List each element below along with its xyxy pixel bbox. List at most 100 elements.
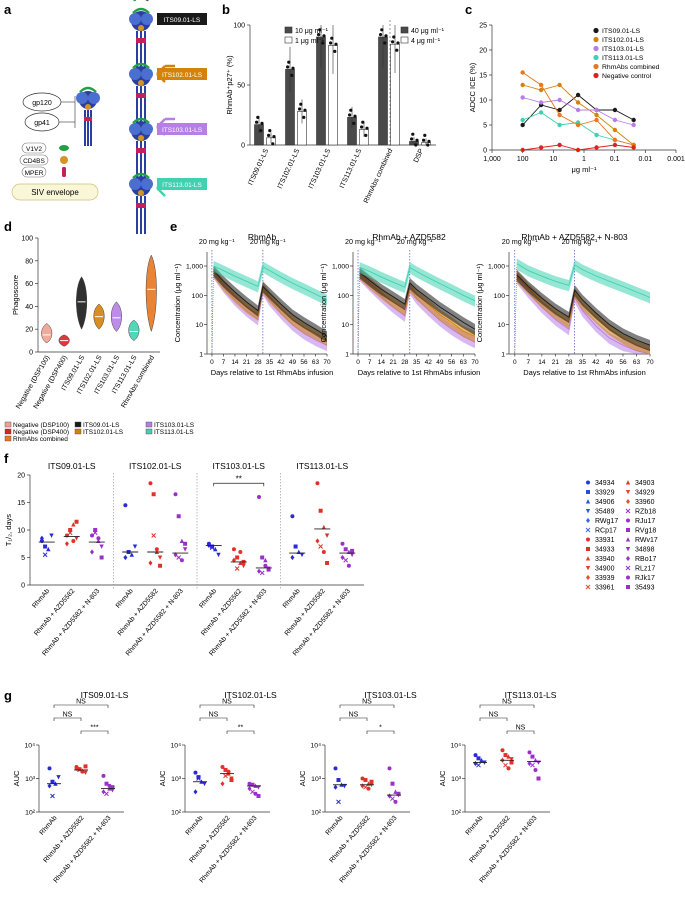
f-legend-marker-a-11-b [585, 584, 591, 590]
g-sig-label-3-0: NS [502, 699, 512, 706]
e-x-tick-label: 63 [460, 359, 468, 366]
f-legend-marker-a-10 [586, 574, 590, 581]
f-legend-id-b-3: RZb18 [635, 509, 656, 516]
trimer-stalk-c [144, 196, 146, 234]
g-point-2-1-6 [366, 786, 371, 791]
f-y-tick-label: 5 [21, 555, 25, 562]
e-x-tick-label: 35 [413, 359, 421, 366]
d-legend-label-4: ITS102.01-LS [83, 429, 124, 436]
trimer-lobe-l [129, 178, 141, 190]
e-x-tick-label: 49 [606, 359, 614, 366]
f-y-tick-label: 20 [17, 473, 25, 480]
f-legend-marker-a-6 [586, 537, 590, 542]
f-point-0-0-5-b [42, 552, 48, 558]
f-point-0-1-1 [68, 528, 73, 532]
d-violin-6 [145, 254, 157, 333]
f-point-3-1-5-b [318, 544, 324, 549]
d-legend-label-1: Negative (DSP400) [13, 429, 69, 436]
trimer-stalk-b [140, 86, 142, 124]
g-point-0-2-1 [104, 781, 109, 786]
f-legend-id-a-3: 35489 [595, 509, 615, 516]
g-point-1-1-5-b [223, 773, 228, 779]
f-legend-marker-b-5 [626, 528, 630, 532]
g-point-3-1-0 [500, 748, 505, 753]
g-point-0-2-5 [104, 791, 109, 797]
f-point-1-1-6 [154, 547, 159, 552]
e-x-tick-label: 35 [579, 359, 587, 366]
e-mean-line-0-0 [213, 265, 328, 301]
e-x-tick-label: 7 [527, 359, 531, 366]
e-x-tick-label: 49 [436, 359, 444, 366]
e-rise-1 [357, 267, 360, 355]
c-y-tick-label: 5 [483, 123, 487, 130]
e-x-tick-label: 14 [378, 359, 386, 366]
f-point-0-2-3 [99, 544, 104, 549]
e-x-tick-label: 28 [254, 359, 262, 366]
antibody-label-2: ITS102.01-LS [162, 72, 203, 79]
e-dose-label-2: 20 mg kg⁻¹ [562, 237, 598, 246]
c-x-tick-label: 0.001 [667, 156, 685, 163]
f-point-0-0-5 [42, 552, 48, 558]
d-legend-swatch-6 [145, 428, 153, 435]
g-bracket-0-1 [53, 717, 82, 721]
c-y-tick-label: 25 [479, 23, 487, 30]
f-legend-marker-b-11 [626, 585, 630, 589]
g-point-0-0-0 [47, 766, 52, 771]
c-legend-marker-1 [593, 36, 599, 43]
f-legend-marker-a-3 [585, 509, 591, 514]
f-point-1-2-5-b [176, 555, 182, 560]
legend-v1v2: V1V2 [21, 142, 69, 154]
c-point-1-1 [538, 87, 544, 93]
b-legend-label-2: 40 μg ml⁻¹ [411, 28, 445, 35]
b-point-1-1-2 [299, 102, 303, 106]
f-y-tick-label: 15 [17, 500, 25, 507]
trimer-stalk-a [136, 196, 138, 234]
b-point-0-0-3 [260, 121, 264, 125]
f-legend-marker-a-2 [585, 499, 591, 504]
envelope-trimer-main [76, 86, 100, 146]
g-bracket-3-1 [479, 717, 508, 721]
f-point-1-0-0 [123, 503, 128, 508]
g-point-3-0-5 [476, 762, 481, 768]
f-legend-id-b-9: RLz17 [635, 566, 655, 573]
b-point-5-0-2 [411, 132, 415, 136]
antibody-arm-l [133, 0, 137, 2]
trimer-stalk-b [140, 196, 142, 234]
e-x-tick-label: 63 [633, 359, 641, 366]
c-point-2-5 [612, 117, 618, 123]
c-point-1-5 [612, 127, 618, 133]
f-point-2-2-5 [259, 570, 265, 576]
b-x-tick-label: ITS103.01-LS [308, 148, 333, 190]
f-point-2-2-6 [263, 563, 268, 568]
b-point-5-1-1 [426, 143, 430, 147]
trimer-v1v2 [132, 172, 150, 179]
g-point-0-1-4 [74, 765, 79, 772]
c-legend-marker-4 [593, 63, 599, 70]
f-point-0-2-5-b [92, 530, 98, 536]
g-point-3-2-0 [527, 750, 532, 755]
f-point-0-1-6 [71, 539, 76, 543]
g-sig-label-0-2: *** [90, 725, 98, 732]
g-point-1-0-0 [193, 770, 198, 775]
g-title-3: ITS113.01-LS [505, 690, 557, 700]
e-x-tick-label: 49 [289, 359, 297, 366]
c-y-axis-label: ADCC ICE (%) [468, 62, 477, 112]
siv-envelope-label: SIV envelope [31, 188, 79, 197]
g-sig-label-0-1: NS [63, 712, 73, 719]
c-legend-label-5: Negative control [602, 73, 652, 80]
b-legend-swatch-1 [284, 36, 293, 44]
b-point-4-1-2 [392, 35, 396, 39]
f-point-2-1-1 [235, 555, 240, 560]
g-y-axis-label-1: AUC [158, 770, 167, 786]
f-point-0-1-2 [71, 522, 76, 527]
g-sig-label-2-0: NS [362, 699, 372, 706]
g-title-0: ITS09.01-LS [81, 690, 129, 700]
b-point-1-1-0 [298, 107, 302, 111]
panel-label-a: a [4, 2, 12, 17]
trimer-lobe-l [129, 13, 141, 25]
panel-label-d: d [4, 219, 12, 234]
g-point-1-2-5-b [250, 789, 255, 795]
g-bracket-1-0 [199, 704, 255, 708]
f-point-2-1-0 [231, 547, 236, 552]
